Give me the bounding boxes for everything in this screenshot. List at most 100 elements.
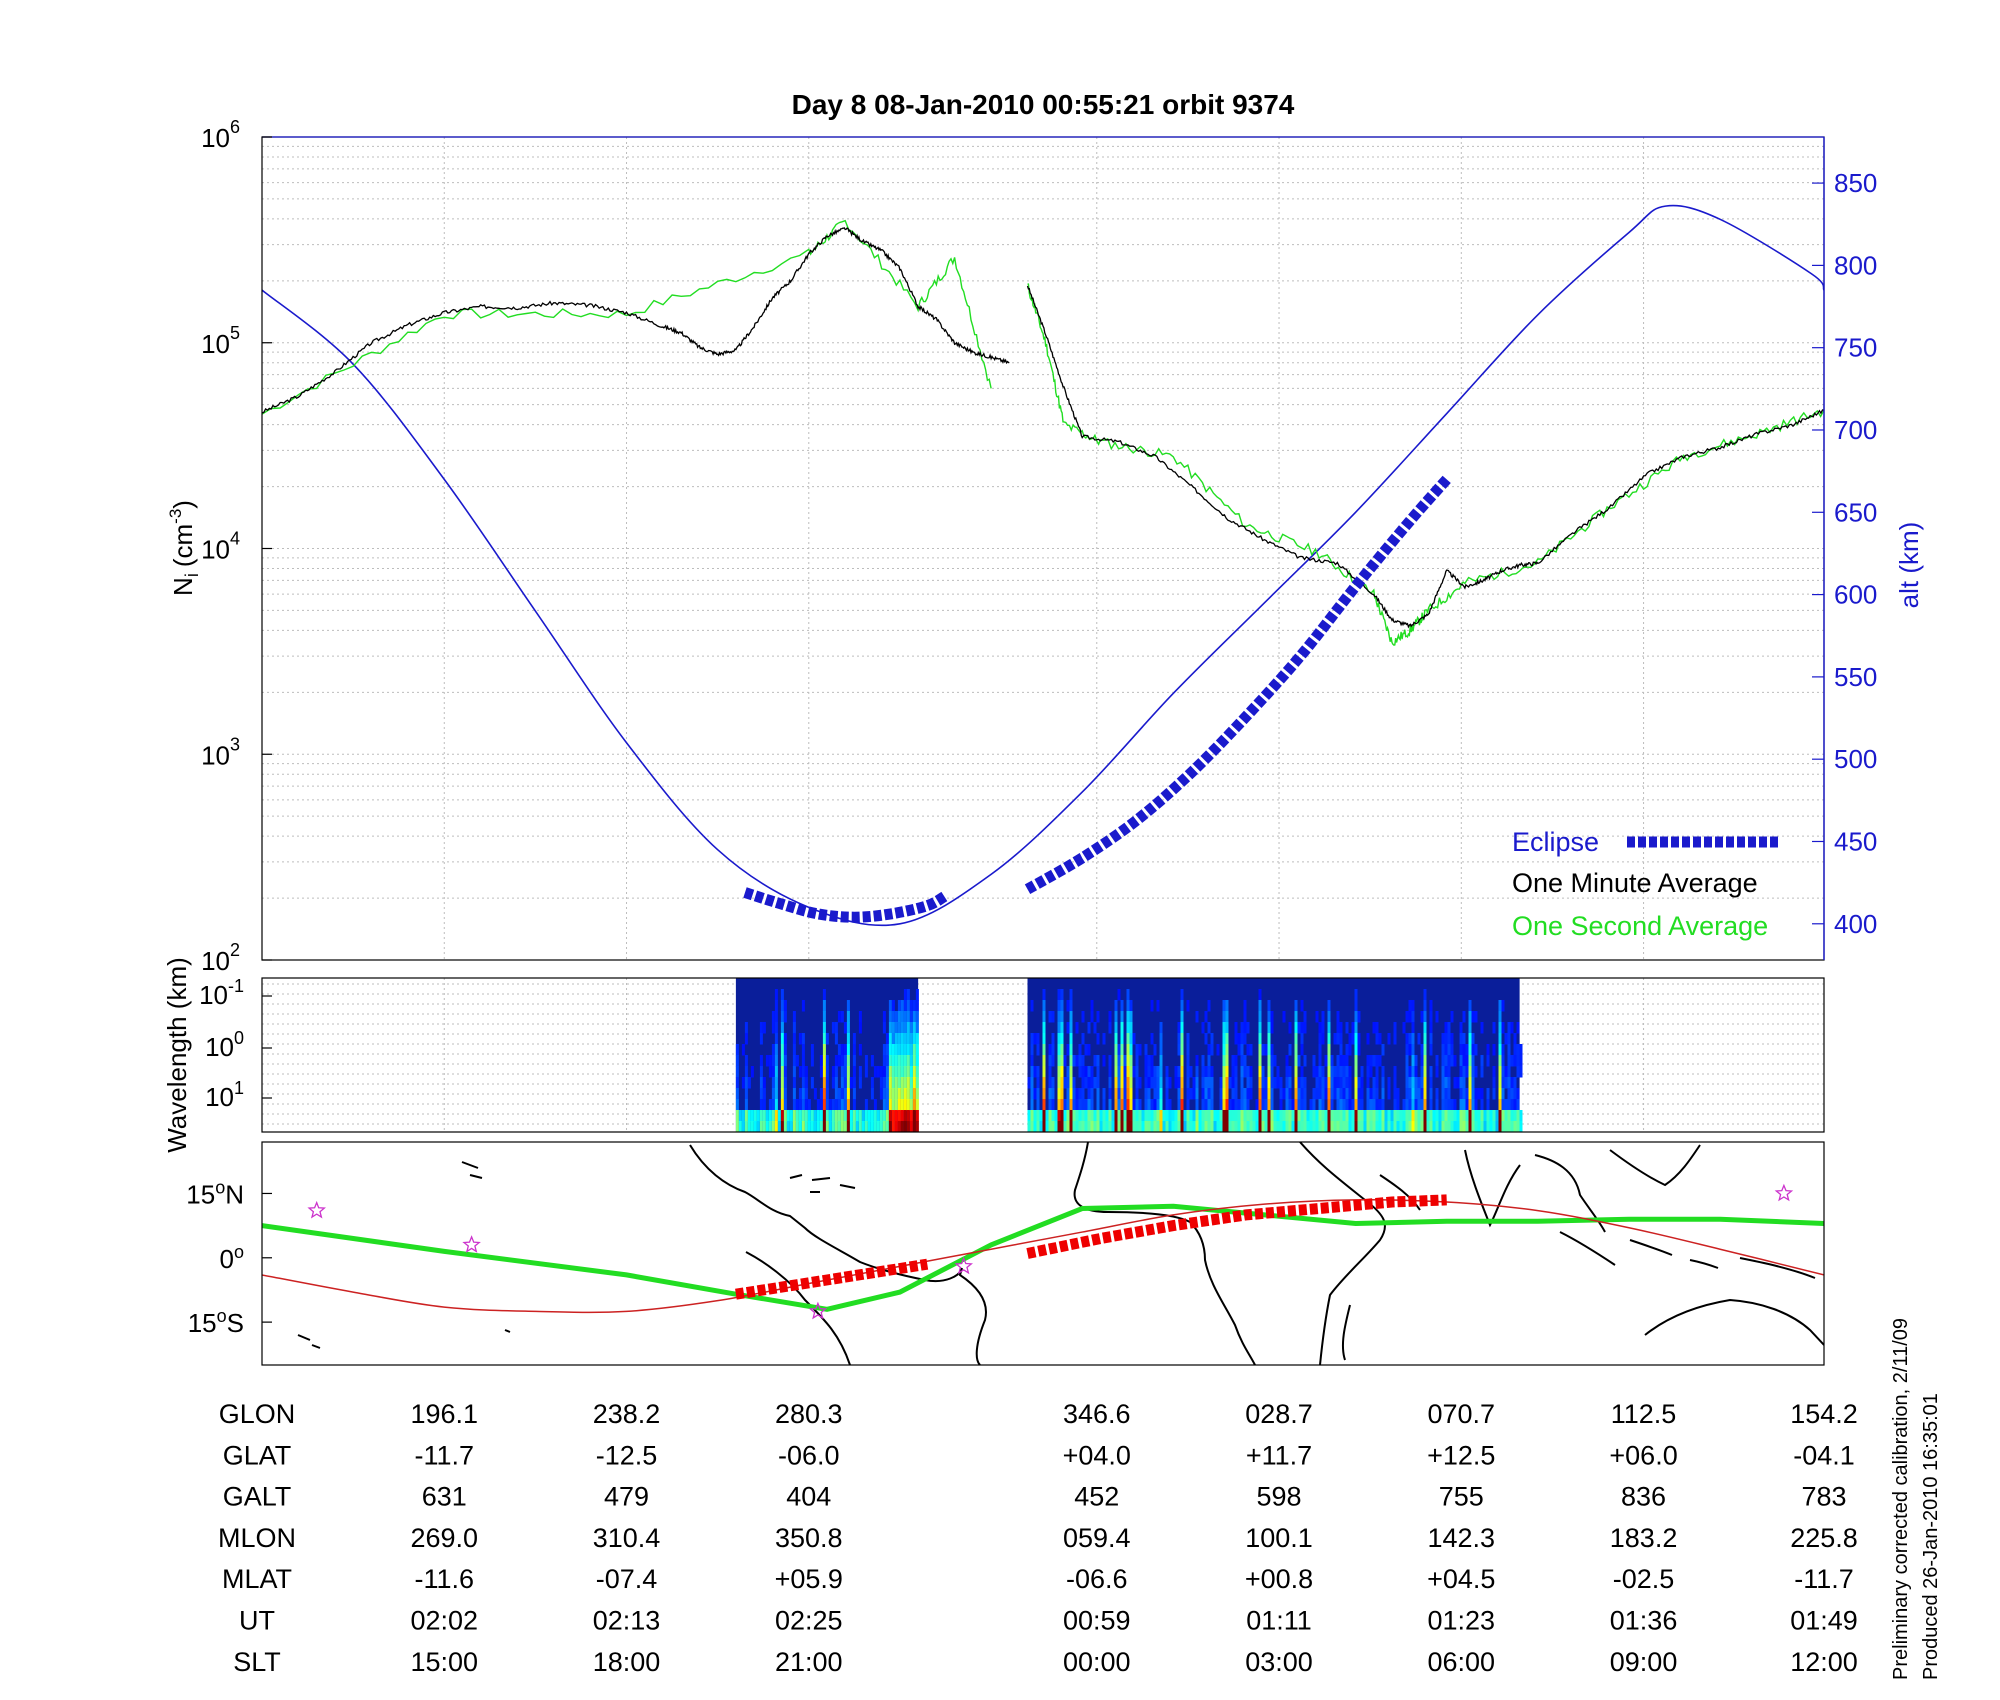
- spectrogram-cell: [834, 1099, 838, 1111]
- spectrogram-cell: [843, 1077, 847, 1089]
- spectrogram-cell: [1354, 1121, 1358, 1133]
- spectrogram-cell: [1381, 1066, 1385, 1078]
- spectrogram-cell: [870, 1121, 874, 1133]
- spectrogram-cell: [1375, 1110, 1379, 1122]
- spectrogram-cell: [1219, 1099, 1223, 1111]
- spectrogram-cell: [846, 1055, 850, 1067]
- table-cell: 598: [1257, 1482, 1302, 1512]
- spectrogram-cell: [1027, 1077, 1031, 1089]
- spectrogram-cell: [1120, 1055, 1124, 1067]
- spectrogram-cell: [882, 1099, 886, 1111]
- spectrogram-cell: [1084, 1066, 1088, 1078]
- spectrogram-cell: [1108, 1022, 1112, 1034]
- spectrogram-cell: [1270, 1055, 1274, 1067]
- spectrogram-cell: [1069, 1011, 1073, 1023]
- spectrogram-cell: [798, 1033, 802, 1045]
- spectrogram-cell: [1246, 1121, 1250, 1133]
- spectrogram-cell: [1153, 1099, 1157, 1111]
- spectrogram-cell: [1042, 1110, 1046, 1122]
- spectrogram-cell: [1498, 1044, 1502, 1056]
- spectrogram-cell: [1468, 1000, 1472, 1012]
- spectrogram-cell: [1087, 1066, 1091, 1078]
- spectrogram-cell: [1414, 1055, 1418, 1067]
- spectrogram-cell: [1207, 1088, 1211, 1100]
- spectrogram-cell: [1108, 1099, 1112, 1111]
- spectrogram-cell: [1411, 1110, 1415, 1122]
- spectrogram-cell: [1519, 1044, 1523, 1056]
- spectrogram-cell: [1399, 1110, 1403, 1122]
- spectrogram-cell: [744, 1066, 748, 1078]
- table-cell: 836: [1621, 1482, 1666, 1512]
- spectrogram-cell: [915, 1088, 919, 1100]
- spectrogram-cell: [1435, 1066, 1439, 1078]
- spectrogram-cell: [780, 1000, 784, 1012]
- spectrogram-cell: [1114, 1121, 1118, 1133]
- spectrogram-cell: [1360, 1110, 1364, 1122]
- spectrogram-cell: [891, 1110, 895, 1122]
- spectrogram-cell: [1420, 1099, 1424, 1111]
- spectrogram-cell: [885, 1055, 889, 1067]
- spectrogram-cell: [756, 1121, 760, 1133]
- spectrogram-cell: [1042, 1077, 1046, 1089]
- spectrogram-cell: [1447, 1044, 1451, 1056]
- spectrogram-cell: [1294, 1011, 1298, 1023]
- spectrogram-cell: [1135, 1099, 1139, 1111]
- spectrogram-cell: [1333, 1033, 1337, 1045]
- spectrogram-cell: [1081, 1077, 1085, 1089]
- legend-minute-label: One Minute Average: [1512, 868, 1758, 898]
- spectrogram-cell: [900, 1055, 904, 1067]
- spectrogram-cell: [1054, 1110, 1058, 1122]
- spectrogram-cell: [897, 1055, 901, 1067]
- spectrogram-cell: [906, 1088, 910, 1100]
- spectrogram-cell: [1042, 1099, 1046, 1111]
- spectrogram-cell: [1471, 1044, 1475, 1056]
- spectrogram-cell: [1339, 1077, 1343, 1089]
- spectrogram-cell: [1258, 1055, 1262, 1067]
- spectrogram-cell: [1240, 1077, 1244, 1089]
- spectrogram-cell: [876, 1066, 880, 1078]
- spectrogram-cell: [1297, 1077, 1301, 1089]
- spectrogram-cell: [780, 1033, 784, 1045]
- spectrogram-cell: [1351, 1121, 1355, 1133]
- spectrogram-cell: [1243, 1000, 1247, 1012]
- spectrogram-cell: [1318, 1077, 1322, 1089]
- spectrogram-cell: [1498, 1121, 1502, 1133]
- spectrogram-cell: [837, 1011, 841, 1023]
- spectrogram-cell: [1240, 1055, 1244, 1067]
- spectrogram-cell: [1453, 1099, 1457, 1111]
- spectrogram-cell: [1207, 1121, 1211, 1133]
- spectrogram-cell: [915, 1044, 919, 1056]
- spectrogram-y-tick-label: 10-1: [199, 976, 244, 1010]
- spectrogram-cell: [783, 1077, 787, 1089]
- spectrogram-cell: [1384, 1121, 1388, 1133]
- spectrogram-cell: [768, 1055, 772, 1067]
- spectrogram-cell: [1093, 1110, 1097, 1122]
- spectrogram-cell: [1354, 1055, 1358, 1067]
- spectrogram-cell: [1282, 1088, 1286, 1100]
- spectrogram-cell: [1447, 1022, 1451, 1034]
- spectrogram-cell: [1348, 1110, 1352, 1122]
- spectrogram-cell: [852, 1066, 856, 1078]
- density-y-tick-label: 106: [201, 117, 240, 153]
- spectrogram-cell: [1219, 1088, 1223, 1100]
- density-y-tick-label: 102: [201, 940, 240, 976]
- spectrogram-cell: [1495, 1110, 1499, 1122]
- spectrogram-cell: [1405, 1011, 1409, 1023]
- spectrogram-cell: [1411, 1033, 1415, 1045]
- spectrogram-cell: [768, 1110, 772, 1122]
- spectrogram-cell: [906, 1077, 910, 1089]
- spectrogram-cell: [1129, 1044, 1133, 1056]
- spectrogram-cell: [1090, 1110, 1094, 1122]
- spectrogram-cell: [1120, 1110, 1124, 1122]
- spectrogram-cell: [1042, 1000, 1046, 1012]
- spectrogram-cell: [1249, 1066, 1253, 1078]
- spectrogram-cell: [1048, 1011, 1052, 1023]
- spectrogram-cell: [1270, 1077, 1274, 1089]
- spectrogram-cell: [1129, 1099, 1133, 1111]
- table-cell: +12.5: [1427, 1440, 1495, 1470]
- spectrogram-cell: [1312, 1066, 1316, 1078]
- spectrogram-cell: [882, 1022, 886, 1034]
- spectrogram-cell: [771, 1077, 775, 1089]
- spectrogram-cell: [1372, 1099, 1376, 1111]
- spectrogram-cell: [1258, 1077, 1262, 1089]
